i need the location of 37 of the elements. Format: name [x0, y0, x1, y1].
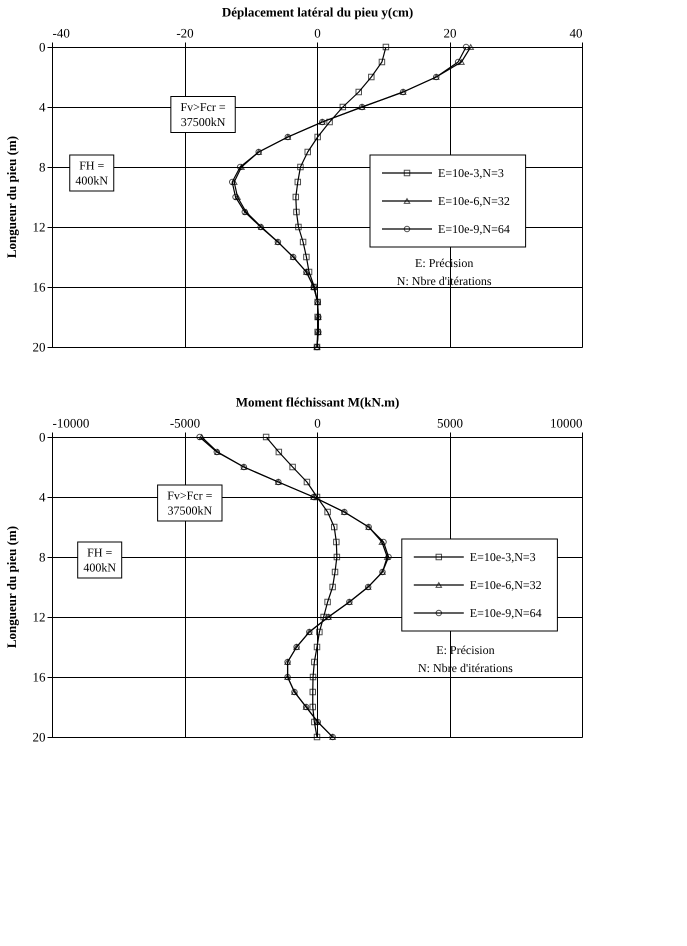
y-tick-label: 4	[39, 100, 46, 114]
y-tick-label: 16	[32, 280, 46, 294]
annotation: FH = 400kN	[83, 546, 116, 574]
y-tick-label: 4	[39, 490, 46, 504]
x-axis-title: Déplacement latéral du pieu y(cm)	[222, 4, 414, 20]
y-tick-label: 0	[39, 430, 46, 444]
x-tick-label: 40	[570, 26, 582, 40]
x-axis-title: Moment fléchissant M(kN.m)	[236, 394, 400, 410]
y-tick-label: 8	[39, 550, 46, 564]
x-tick-label: -20	[176, 26, 194, 40]
annotation: E: Précision	[436, 643, 495, 657]
y-axis-title: Longueur du pieu (m)	[4, 136, 19, 258]
x-tick-label: -40	[52, 26, 70, 40]
x-tick-label: 0	[314, 416, 321, 430]
legend-label: E=10e-9,N=64	[438, 222, 510, 236]
y-tick-label: 12	[32, 610, 46, 624]
annotation: Fv>Fcr = 37500kN	[167, 488, 213, 518]
x-tick-label: 5000	[437, 416, 463, 430]
x-tick-label: -10000	[52, 416, 90, 430]
x-tick-label: -5000	[170, 416, 200, 430]
y-axis-title: Longueur du pieu (m)	[4, 526, 19, 648]
x-tick-label: 10000	[550, 416, 582, 430]
x-tick-label: 0	[314, 26, 321, 40]
y-tick-label: 16	[32, 670, 46, 684]
legend-label: E=10e-9,N=64	[470, 606, 542, 620]
legend-label: E=10e-6,N=32	[470, 578, 542, 592]
y-tick-label: 0	[39, 40, 46, 54]
legend-label: E=10e-3,N=3	[470, 550, 536, 564]
y-tick-label: 20	[32, 340, 46, 354]
y-tick-label: 8	[39, 160, 46, 174]
legend-label: E=10e-3,N=3	[438, 166, 504, 180]
x-tick-label: 20	[444, 26, 456, 40]
y-tick-label: 20	[32, 730, 46, 744]
legend-label: E=10e-6,N=32	[438, 194, 510, 208]
y-tick-label: 12	[32, 220, 46, 234]
annotation: Fv>Fcr = 37500kN	[180, 100, 226, 129]
annotation: FH = 400kN	[75, 158, 108, 188]
